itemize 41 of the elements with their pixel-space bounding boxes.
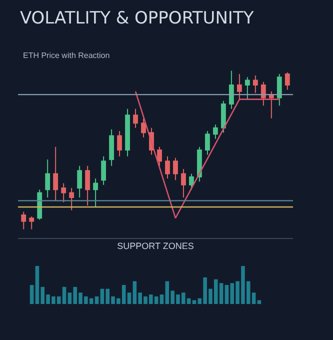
- candlestick: [173, 157, 178, 181]
- candlestick: [165, 156, 170, 180]
- candlestick: [213, 124, 218, 140]
- candlestick: [260, 81, 266, 106]
- candlestick: [93, 178, 98, 208]
- candlestick: [29, 216, 34, 230]
- chart-title: VOLATLITY & OPPORTUNITY: [20, 8, 254, 29]
- bar: [30, 285, 34, 304]
- candlestick: [125, 108, 130, 157]
- candlestick: [133, 108, 138, 128]
- candlestick: [77, 165, 82, 198]
- candlestick: [21, 211, 26, 230]
- candlestick: [220, 100, 226, 134]
- candlestick: [109, 128, 114, 166]
- candlestick: [101, 156, 106, 186]
- candlestick: [284, 72, 290, 90]
- candlestick: [189, 173, 194, 190]
- candlestick: [252, 75, 258, 94]
- candlestick: [45, 159, 50, 198]
- chart-subtitle: ETH Price with Reaction: [23, 51, 110, 60]
- bar: [160, 294, 164, 304]
- candlestick: [197, 146, 202, 182]
- candlestick: [276, 73, 282, 106]
- candlestick: [181, 168, 186, 198]
- x-axis-title: SUPPORT ZONES: [117, 240, 194, 251]
- candlestick: [69, 188, 74, 211]
- candlestick: [236, 73, 242, 100]
- candlestick: [53, 146, 58, 202]
- candlestick: [205, 130, 210, 156]
- bar: [257, 300, 262, 304]
- candlestick: [268, 90, 274, 119]
- bar: [127, 292, 132, 304]
- candlestick: [117, 130, 122, 157]
- candlestick: [228, 70, 234, 110]
- bar: [192, 300, 196, 304]
- candlestick: [61, 182, 66, 203]
- candlestick: [244, 76, 250, 100]
- candlestick: [157, 146, 162, 166]
- candlestick: [37, 189, 42, 220]
- candlestick: [141, 118, 146, 138]
- candlestick: [85, 165, 90, 206]
